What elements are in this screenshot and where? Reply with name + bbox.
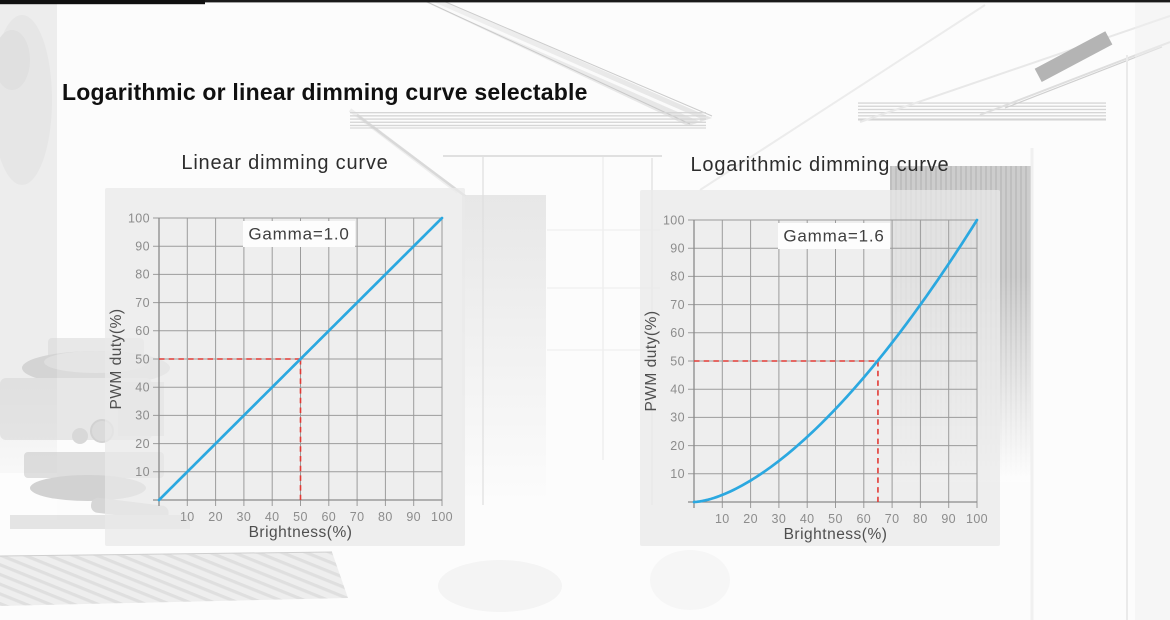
svg-text:30: 30: [670, 411, 685, 425]
svg-text:100: 100: [663, 213, 685, 227]
ceiling-vents: [350, 102, 1106, 129]
door-frames: [1030, 0, 1170, 620]
svg-text:40: 40: [135, 381, 150, 395]
linear-chart-title: Linear dimming curve: [181, 152, 389, 174]
svg-text:80: 80: [670, 270, 685, 284]
svg-text:80: 80: [913, 512, 928, 526]
logarithmic-chart-section: Logarithmic dimming curve 10 20 30 40 50 60 70…: [640, 153, 1000, 546]
svg-text:10: 10: [135, 465, 150, 479]
svg-text:60: 60: [670, 326, 685, 340]
top-edge: [0, 0, 1170, 5]
svg-text:50: 50: [135, 352, 150, 366]
svg-text:30: 30: [772, 512, 787, 526]
svg-text:90: 90: [941, 512, 956, 526]
svg-text:90: 90: [135, 240, 150, 254]
svg-text:50: 50: [828, 512, 843, 526]
svg-text:90: 90: [670, 242, 685, 256]
svg-text:40: 40: [670, 383, 685, 397]
svg-text:100: 100: [128, 211, 150, 225]
svg-text:100: 100: [966, 512, 988, 526]
svg-text:50: 50: [670, 354, 685, 368]
svg-text:30: 30: [237, 510, 252, 524]
svg-text:70: 70: [350, 510, 365, 524]
svg-text:10: 10: [180, 510, 195, 524]
marble-relief: [0, 3, 57, 520]
svg-text:20: 20: [743, 512, 758, 526]
wardrobe-shelves: [443, 155, 662, 505]
svg-text:10: 10: [670, 467, 685, 481]
svg-text:40: 40: [800, 512, 815, 526]
svg-text:50: 50: [293, 510, 308, 524]
logarithmic-chart-panel: 10 20 30 40 50 60 70 80 90 100 10 20 30 40 50 60 70 80 90 1…: [640, 190, 1000, 546]
svg-text:40: 40: [265, 510, 280, 524]
svg-text:PWM duty(%): PWM duty(%): [108, 308, 125, 409]
svg-text:20: 20: [208, 510, 223, 524]
svg-text:80: 80: [135, 268, 150, 282]
svg-text:70: 70: [670, 298, 685, 312]
svg-text:Brightness(%): Brightness(%): [784, 526, 888, 543]
svg-text:100: 100: [431, 510, 453, 524]
logarithmic-chart-title: Logarithmic dimming curve: [690, 154, 950, 176]
svg-text:60: 60: [135, 324, 150, 338]
svg-text:30: 30: [135, 409, 150, 423]
svg-text:PWM duty(%): PWM duty(%): [643, 310, 660, 411]
svg-text:20: 20: [670, 439, 685, 453]
linear-chart-section: Linear dimming curve 10 20 30 40 50 60 70 80 90 1…: [105, 151, 465, 546]
svg-text:60: 60: [856, 512, 871, 526]
svg-text:10: 10: [715, 512, 730, 526]
svg-text:Brightness(%): Brightness(%): [249, 524, 353, 541]
svg-text:Gamma=1.6: Gamma=1.6: [783, 227, 884, 246]
svg-text:80: 80: [378, 510, 393, 524]
drip-tray: [0, 550, 730, 612]
svg-text:20: 20: [135, 437, 150, 451]
linear-chart-plot: 10 20 30 40 50 60 70 80 90 100 10 20 30 40 50 60 70 80 90 1…: [108, 211, 453, 541]
svg-text:90: 90: [406, 510, 421, 524]
svg-text:70: 70: [135, 296, 150, 310]
svg-text:60: 60: [321, 510, 336, 524]
svg-text:70: 70: [885, 512, 900, 526]
page-title: Logarithmic or linear dimming curve sele…: [62, 79, 588, 105]
linear-chart-panel: 10 20 30 40 50 60 70 80 90 100 10 20 30 40 50 60 70 80 90 1…: [105, 188, 465, 546]
logarithmic-chart-plot: 10 20 30 40 50 60 70 80 90 100 10 20 30 40 50 60 70 80 90 1…: [643, 213, 988, 543]
svg-text:Gamma=1.0: Gamma=1.0: [248, 225, 349, 244]
